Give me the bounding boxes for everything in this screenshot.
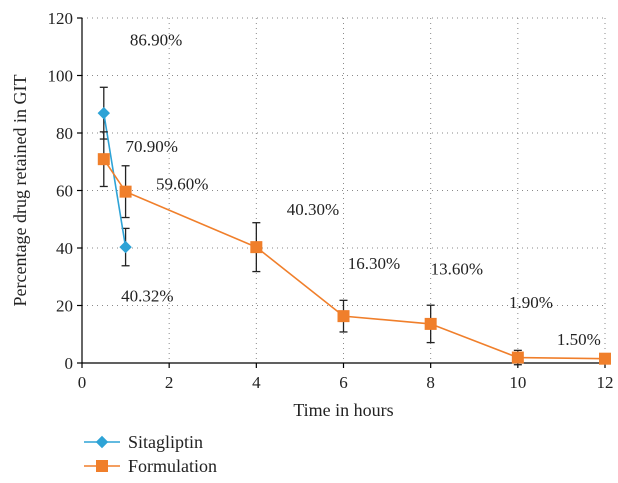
series-formulation <box>97 131 611 366</box>
data-label: 1.50% <box>557 330 601 349</box>
y-tick-label: 40 <box>56 239 73 258</box>
data-point-formulation <box>424 317 437 330</box>
data-point-formulation <box>250 241 263 254</box>
data-label: 1.90% <box>509 293 553 312</box>
x-tick-label: 6 <box>339 373 348 392</box>
y-axis-title: Percentage drug retained in GIT <box>10 75 30 307</box>
x-tick-label: 12 <box>597 373 614 392</box>
tick-labels: 0 20 40 60 80 100 120 0 2 4 6 8 10 12 <box>48 9 614 392</box>
data-point-formulation <box>511 351 524 364</box>
data-label: 70.90% <box>126 137 178 156</box>
data-label: 86.90% <box>130 31 182 50</box>
grid <box>82 17 606 363</box>
data-label: 59.60% <box>156 174 208 193</box>
legend-label-sitagliptin: Sitagliptin <box>128 432 203 452</box>
y-tick-label: 80 <box>56 124 73 143</box>
legend-item-formulation: Formulation <box>84 456 217 476</box>
data-label: 16.30% <box>348 254 400 273</box>
y-tick-label: 20 <box>56 297 73 316</box>
y-tick-label: 0 <box>65 354 74 373</box>
legend-marker-sitagliptin <box>95 435 109 449</box>
y-tick-label: 100 <box>48 67 74 86</box>
series-sitagliptin <box>97 86 132 267</box>
x-tick-label: 0 <box>78 373 87 392</box>
y-tick-label: 60 <box>56 182 73 201</box>
x-tick-label: 10 <box>509 373 526 392</box>
data-point-formulation <box>97 153 110 166</box>
legend-marker-formulation <box>96 460 108 472</box>
data-label: 13.60% <box>431 260 483 279</box>
data-point-formulation <box>337 310 350 323</box>
legend-label-formulation: Formulation <box>128 456 217 476</box>
legend: Sitagliptin Formulation <box>84 432 217 476</box>
series-group <box>97 86 611 366</box>
data-point-sitagliptin <box>119 240 132 254</box>
data-point-formulation <box>599 352 611 365</box>
data-label: 40.30% <box>287 200 339 219</box>
x-axis-title: Time in hours <box>293 400 393 420</box>
x-tick-label: 2 <box>165 373 174 392</box>
x-tick-label: 8 <box>426 373 435 392</box>
data-point-formulation <box>119 185 132 198</box>
series-line-sitagliptin <box>103 113 127 248</box>
x-tick-label: 4 <box>252 373 261 392</box>
data-labels: 86.90% 70.90% 59.60% 40.30% 16.30% 13.60% 1.90… <box>121 31 601 350</box>
data-point-sitagliptin <box>97 106 110 120</box>
legend-item-sitagliptin: Sitagliptin <box>84 432 203 452</box>
y-tick-label: 120 <box>48 9 74 28</box>
data-label: 40.32% <box>121 286 173 305</box>
